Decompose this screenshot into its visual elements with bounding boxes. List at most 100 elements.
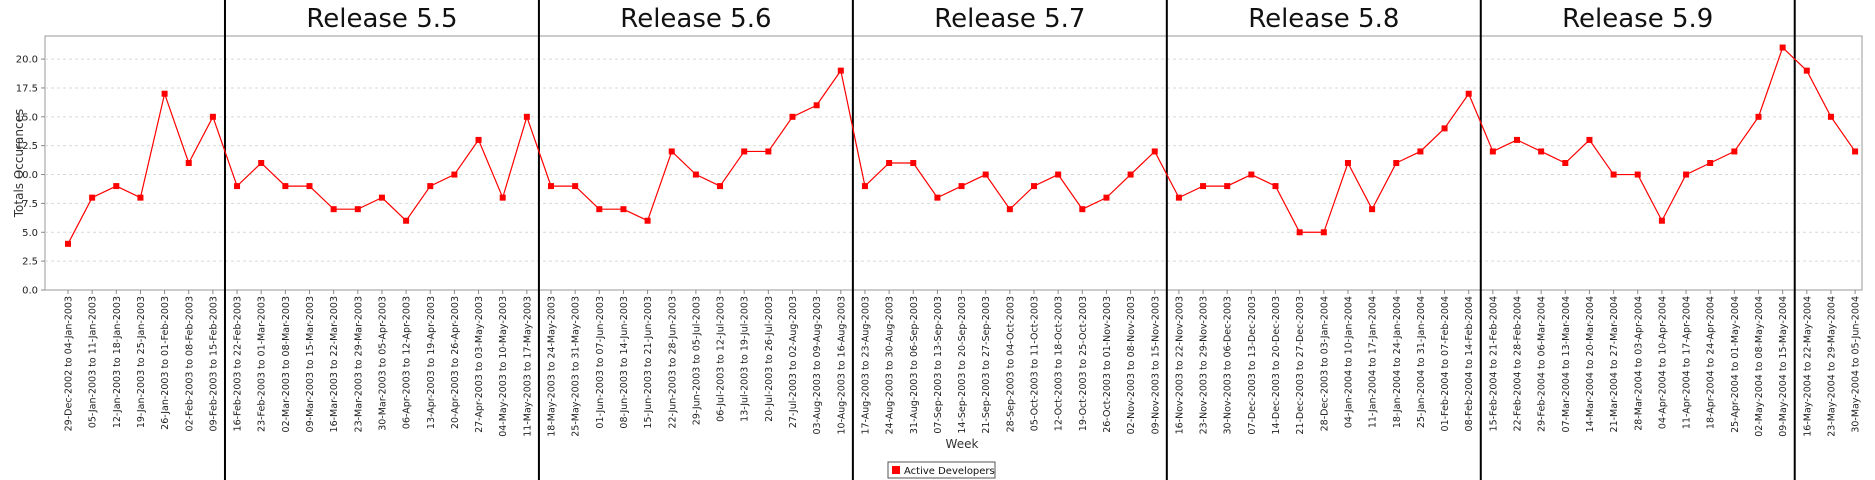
data-point bbox=[958, 183, 965, 190]
x-tick-label: 06-Jul-2003 to 12-Jul-2003 bbox=[716, 296, 727, 422]
x-tick-label: 20-Apr-2003 to 26-Apr-2003 bbox=[450, 296, 461, 429]
data-point bbox=[717, 183, 724, 190]
data-point bbox=[427, 183, 434, 190]
y-tick-label: 15.0 bbox=[16, 112, 38, 123]
data-point bbox=[644, 217, 651, 224]
data-point bbox=[1296, 229, 1303, 236]
x-tick-label: 22-Feb-2004 to 28-Feb-2004 bbox=[1513, 296, 1524, 431]
x-tick-label: 01-Feb-2004 to 07-Feb-2004 bbox=[1440, 296, 1451, 431]
series-active-developers bbox=[65, 44, 1859, 247]
x-tick-label: 18-Jan-2004 to 24-Jan-2004 bbox=[1392, 296, 1403, 428]
data-point bbox=[1755, 113, 1762, 120]
data-point bbox=[1248, 171, 1255, 178]
data-point bbox=[1151, 148, 1158, 155]
x-tick-label: 29-Feb-2004 to 06-Mar-2004 bbox=[1537, 296, 1548, 432]
data-point bbox=[668, 148, 675, 155]
x-tick-label: 17-Aug-2003 to 23-Aug-2003 bbox=[860, 296, 871, 435]
y-axis-ticks: 0.0 2.5 5.0 7.5 10.0 12.5 15.0 17.5 20.0 bbox=[16, 55, 45, 297]
data-point bbox=[1610, 171, 1617, 178]
x-tick-label: 23-Nov-2003 to 29-Nov-2003 bbox=[1199, 296, 1210, 434]
data-point bbox=[185, 160, 192, 166]
x-tick-label: 09-Feb-2003 to 15-Feb-2003 bbox=[208, 296, 219, 431]
x-tick-label: 07-Dec-2003 to 13-Dec-2003 bbox=[1247, 296, 1258, 435]
x-tick-label: 15-Jun-2003 to 21-Jun-2003 bbox=[643, 296, 654, 429]
data-point bbox=[886, 160, 893, 166]
data-point bbox=[137, 194, 144, 201]
x-tick-label: 27-Jul-2003 to 02-Aug-2003 bbox=[788, 296, 799, 428]
x-tick-label: 18-Apr-2004 to 24-Apr-2004 bbox=[1706, 296, 1717, 429]
x-tick-label: 02-Nov-2003 to 08-Nov-2003 bbox=[1126, 296, 1137, 434]
data-point bbox=[837, 67, 844, 74]
data-point bbox=[572, 183, 579, 190]
release-label: Release 5.7 bbox=[934, 4, 1085, 34]
data-point bbox=[354, 206, 361, 213]
y-tick-label: 20.0 bbox=[16, 55, 38, 66]
x-tick-label: 07-Mar-2004 to 13-Mar-2004 bbox=[1561, 296, 1572, 432]
data-point bbox=[789, 113, 796, 120]
x-tick-label: 29-Jun-2003 to 05-Jul-2003 bbox=[691, 296, 702, 425]
data-point bbox=[282, 183, 289, 190]
x-tick-label: 22-Jun-2003 to 28-Jun-2003 bbox=[667, 296, 678, 429]
x-tick-label: 11-May-2003 to 17-May-2003 bbox=[522, 296, 533, 437]
data-point bbox=[1562, 160, 1569, 166]
x-tick-label: 20-Jul-2003 to 26-Jul-2003 bbox=[764, 296, 775, 422]
x-tick-label: 12-Oct-2003 to 18-Oct-2003 bbox=[1054, 296, 1065, 431]
release-label: Release 5.8 bbox=[1248, 4, 1399, 34]
data-point bbox=[765, 148, 772, 155]
x-tick-label: 31-Aug-2003 to 06-Sep-2003 bbox=[909, 296, 920, 434]
y-tick-label: 10.0 bbox=[16, 170, 38, 181]
data-point bbox=[1586, 136, 1593, 143]
release-label: Release 5.6 bbox=[620, 4, 771, 34]
x-tick-label: 03-Aug-2003 to 09-Aug-2003 bbox=[812, 296, 823, 435]
data-point bbox=[620, 206, 627, 213]
data-point bbox=[596, 206, 603, 213]
x-tick-label: 11-Jan-2004 to 17-Jan-2004 bbox=[1368, 296, 1379, 428]
x-tick-label: 30-Nov-2003 to 06-Dec-2003 bbox=[1223, 296, 1234, 435]
x-tick-label: 27-Apr-2003 to 03-May-2003 bbox=[474, 296, 485, 433]
data-point bbox=[1731, 148, 1738, 155]
data-point bbox=[475, 136, 482, 143]
x-tick-label: 09-Mar-2003 to 15-Mar-2003 bbox=[305, 296, 316, 432]
y-tick-label: 12.5 bbox=[16, 141, 38, 152]
x-tick-label: 30-May-2004 to 05-Jun-2004 bbox=[1851, 296, 1862, 433]
x-tick-label: 28-Mar-2004 to 03-Apr-2004 bbox=[1633, 296, 1644, 431]
data-point bbox=[306, 183, 313, 190]
data-point bbox=[1489, 148, 1496, 155]
x-axis-title: Week bbox=[946, 437, 979, 451]
data-point bbox=[1393, 160, 1400, 166]
x-tick-label: 23-Mar-2003 to 29-Mar-2003 bbox=[353, 296, 364, 432]
y-tick-label: 2.5 bbox=[22, 257, 38, 268]
data-point bbox=[1031, 183, 1037, 190]
x-tick-label: 02-Mar-2003 to 08-Mar-2003 bbox=[281, 296, 292, 432]
x-tick-label: 21-Mar-2004 to 27-Mar-2004 bbox=[1609, 296, 1620, 432]
data-point bbox=[378, 194, 385, 201]
data-point bbox=[741, 148, 748, 155]
data-point bbox=[451, 171, 458, 178]
data-point bbox=[89, 194, 96, 201]
x-tick-label: 28-Dec-2003 to 03-Jan-2004 bbox=[1319, 296, 1330, 431]
data-point bbox=[813, 102, 820, 109]
data-point bbox=[1103, 194, 1110, 201]
x-tick-label: 09-May-2004 to 15-May-2004 bbox=[1778, 296, 1789, 437]
x-tick-label: 21-Sep-2003 to 27-Sep-2003 bbox=[981, 296, 992, 434]
grid-lines bbox=[45, 58, 1862, 262]
x-tick-label: 05-Oct-2003 to 11-Oct-2003 bbox=[1030, 296, 1041, 431]
x-tick-label: 12-Jan-2003 to 18-Jan-2003 bbox=[112, 296, 123, 428]
data-point bbox=[1055, 171, 1062, 178]
data-point bbox=[161, 90, 168, 97]
x-tick-label: 13-Jul-2003 to 19-Jul-2003 bbox=[740, 296, 751, 422]
data-point bbox=[1006, 206, 1013, 213]
x-tick-label: 09-Nov-2003 to 15-Nov-2003 bbox=[1150, 296, 1161, 434]
data-point bbox=[1683, 171, 1690, 178]
legend-swatch bbox=[892, 466, 900, 474]
data-point bbox=[1441, 125, 1448, 132]
x-tick-label: 26-Oct-2003 to 01-Nov-2003 bbox=[1102, 296, 1113, 433]
data-point bbox=[523, 113, 530, 120]
x-tick-label: 14-Sep-2003 to 20-Sep-2003 bbox=[957, 296, 968, 434]
data-point bbox=[65, 240, 71, 247]
x-tick-label: 28-Sep-2003 to 04-Oct-2003 bbox=[1005, 296, 1016, 432]
x-tick-label: 14-Dec-2003 to 20-Dec-2003 bbox=[1271, 296, 1282, 435]
x-tick-label: 01-Jun-2003 to 07-Jun-2003 bbox=[595, 296, 606, 429]
y-tick-label: 17.5 bbox=[16, 83, 38, 94]
x-tick-label: 04-May-2003 to 10-May-2003 bbox=[498, 296, 509, 437]
